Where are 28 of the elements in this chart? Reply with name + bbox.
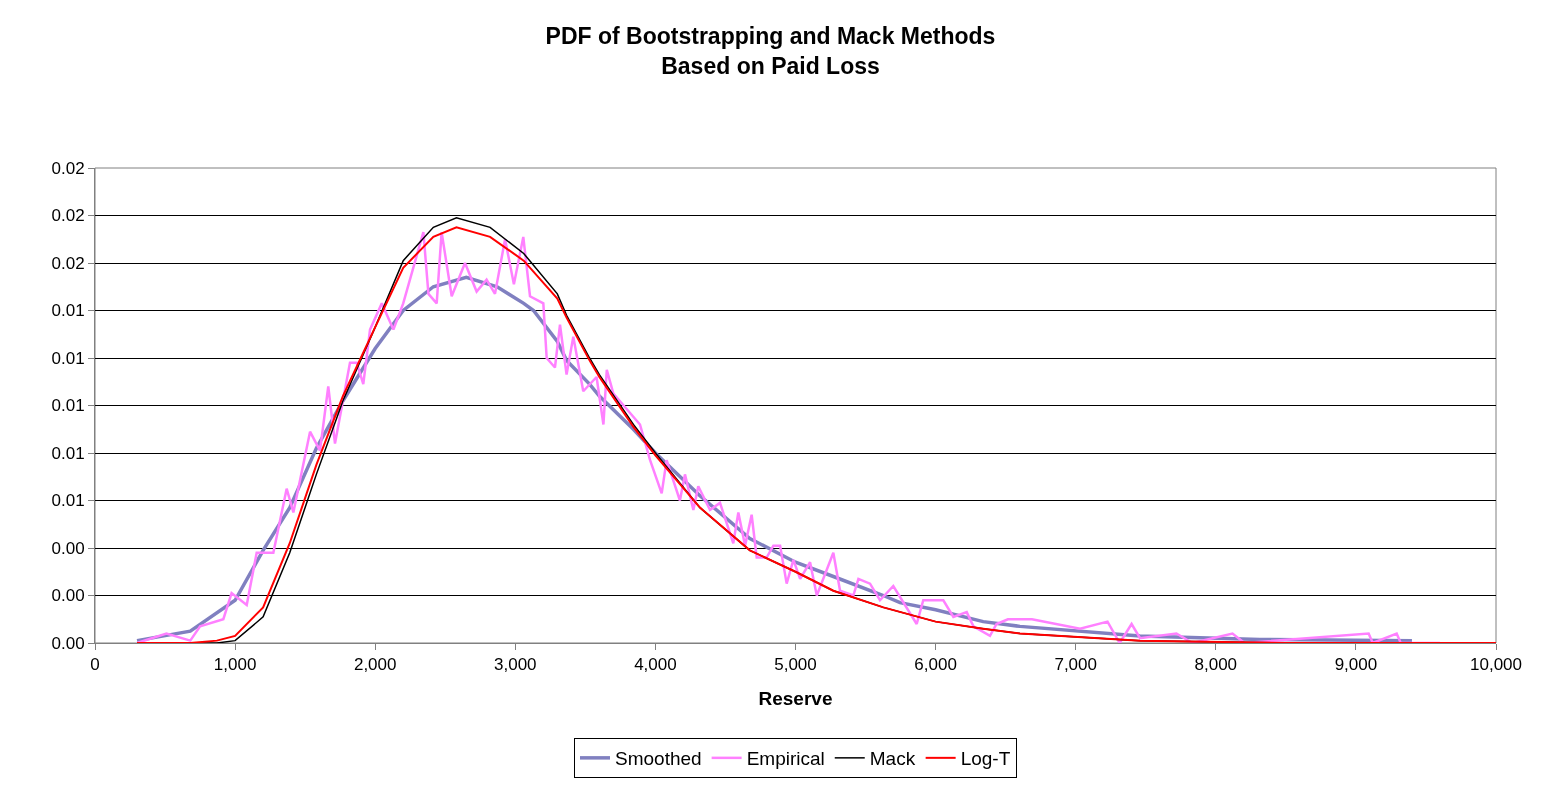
legend-label: Log-T: [960, 748, 1011, 770]
y-tick-label: 0.00: [51, 633, 85, 653]
x-tick-label: 3,000: [494, 655, 537, 675]
x-tick-label: 5,000: [774, 655, 817, 675]
legend-label: Smoothed: [615, 748, 702, 770]
x-tick-label: 10,000: [1470, 655, 1522, 675]
chart-title: PDF of Bootstrapping and Mack Methods Based on Paid Loss: [545, 23, 996, 80]
y-tick-label: 0.01: [51, 443, 85, 463]
x-tick-label: 1,000: [213, 655, 257, 675]
x-tick-label: 4,000: [634, 655, 677, 675]
y-tick-label: 0.02: [51, 253, 85, 273]
y-tick-label: 0.02: [51, 206, 85, 226]
x-tick-label: 9,000: [1334, 655, 1378, 675]
y-tick-label: 0.02: [51, 158, 85, 178]
x-tick-label: 2,000: [353, 655, 397, 675]
y-tick-label: 0.00: [51, 538, 85, 558]
x-tick-label: 0: [90, 655, 100, 675]
x-tick-label: 8,000: [1194, 655, 1238, 675]
legend-label: Empirical: [746, 748, 825, 770]
x-axis-title: Reserve: [758, 688, 833, 710]
x-tick-label: 7,000: [1054, 655, 1097, 675]
y-tick-label: 0.01: [51, 491, 85, 511]
legend-label: Mack: [869, 748, 916, 770]
x-tick-label: 6,000: [914, 655, 957, 675]
y-tick-label: 0.00: [51, 586, 85, 606]
y-tick-label: 0.01: [51, 396, 85, 416]
y-tick-label: 0.01: [51, 348, 85, 368]
y-tick-label: 0.01: [51, 301, 85, 321]
